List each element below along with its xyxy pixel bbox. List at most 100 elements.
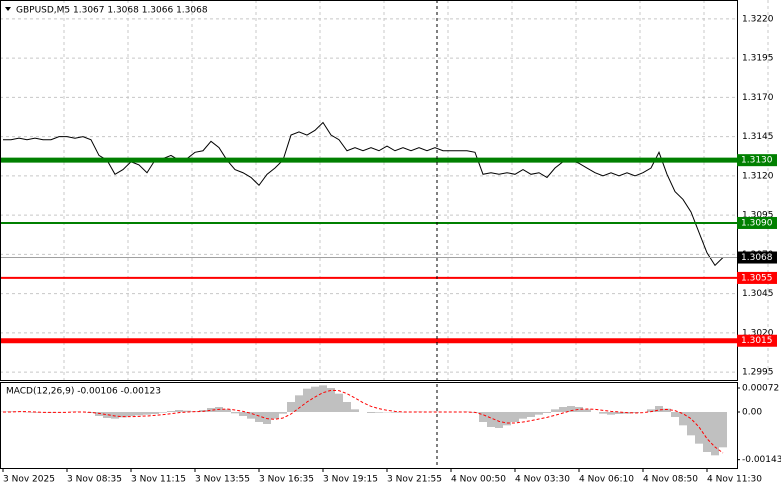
- level-label-box: [737, 216, 777, 229]
- macd-frame: [0, 382, 738, 469]
- macd-bar: [111, 412, 119, 419]
- x-tick-label: 3 Nov 13:55: [195, 475, 250, 485]
- symbol-arrow: [5, 7, 11, 11]
- macd-title: MACD(12,26,9) -0.00106 -0.00123: [6, 387, 161, 397]
- macd-bar: [151, 412, 159, 414]
- macd-bar: [663, 408, 671, 412]
- chart-title: GBPUSD,M5 1.3067 1.3068 1.3066 1.3068: [16, 6, 208, 16]
- macd-bar: [551, 409, 559, 412]
- price-frame: [0, 0, 738, 381]
- macd-bar: [487, 412, 495, 427]
- macd-panel: [0, 385, 740, 461]
- y-tick-label: 1.3220: [742, 14, 774, 24]
- y-tick-label: 1.2995: [742, 368, 774, 378]
- y-tick-label: 1.3145: [742, 132, 774, 142]
- macd-bar: [143, 412, 151, 415]
- y-tick-label: 1.3195: [742, 54, 774, 64]
- macd-bar: [335, 393, 343, 412]
- macd-bar: [559, 407, 567, 412]
- macd-bar: [575, 407, 583, 412]
- current-price-label: 1.3068: [741, 253, 773, 263]
- macd-bar: [511, 412, 519, 422]
- macd-bar: [367, 412, 375, 413]
- macd-bar: [607, 412, 615, 415]
- macd-bar: [87, 412, 95, 413]
- macd-bar: [711, 412, 719, 456]
- y-tick-label: 0.00072: [742, 384, 779, 394]
- macd-bar: [687, 412, 695, 436]
- current-price-box: [737, 251, 777, 264]
- y-tick-label: 0.00: [742, 408, 762, 418]
- macd-bar: [167, 411, 175, 412]
- macd-bar: [279, 412, 287, 414]
- x-tick-label: 4 Nov 06:10: [579, 475, 634, 485]
- x-tick-label: 3 Nov 08:35: [67, 475, 122, 485]
- macd-bar: [231, 412, 239, 414]
- x-tick-label: 3 Nov 21:55: [387, 475, 442, 485]
- macd-bar: [703, 412, 711, 452]
- price-panel: [0, 0, 769, 380]
- macd-bar: [503, 412, 511, 426]
- level-label: 1.3015: [741, 336, 773, 346]
- signal-line: [3, 389, 724, 454]
- macd-bar: [207, 408, 215, 412]
- macd-bar: [223, 409, 231, 412]
- macd-bar: [631, 412, 639, 413]
- macd-bar: [495, 412, 503, 428]
- price-line: [3, 121, 724, 267]
- x-tick-label: 4 Nov 00:50: [451, 475, 506, 485]
- y-tick-label: -0.00143: [742, 455, 781, 465]
- macd-bar: [135, 412, 143, 416]
- macd-bar: [479, 412, 487, 422]
- macd-bar: [175, 410, 183, 412]
- macd-bar: [247, 412, 255, 419]
- x-tick-label: 3 Nov 2025: [3, 475, 55, 485]
- macd-bar: [303, 388, 311, 412]
- y-tick-label: 1.3095: [742, 211, 774, 221]
- macd-bar: [583, 409, 591, 412]
- macd-bar: [519, 412, 527, 419]
- macd-bar: [103, 412, 111, 418]
- macd-bar: [599, 412, 607, 414]
- x-tick-label: 3 Nov 19:15: [323, 475, 378, 485]
- level-label: 1.3130: [741, 156, 773, 166]
- x-tick-label: 3 Nov 16:35: [259, 475, 314, 485]
- macd-bar: [47, 412, 55, 413]
- y-tick-label: 1.3170: [742, 93, 774, 103]
- macd-bar: [119, 412, 127, 418]
- x-tick-label: 3 Nov 11:15: [131, 475, 186, 485]
- y-tick-label: 1.3020: [742, 328, 774, 338]
- macd-bar: [351, 409, 359, 412]
- macd-bar: [127, 412, 135, 416]
- level-label-box: [737, 334, 777, 347]
- macd-bar: [263, 412, 271, 424]
- x-tick-label: 4 Nov 03:30: [515, 475, 570, 485]
- macd-bar: [271, 412, 279, 419]
- macd-bar: [535, 412, 543, 415]
- macd-bar: [255, 412, 263, 422]
- macd-bar: [95, 412, 103, 416]
- macd-bar: [655, 406, 663, 412]
- level-label: 1.3090: [741, 218, 773, 228]
- level-label-box: [737, 154, 777, 167]
- macd-bar: [543, 412, 551, 413]
- level-label-box: [737, 271, 777, 284]
- macd-bar: [159, 412, 167, 413]
- level-label: 1.3055: [741, 273, 773, 283]
- x-tick-label: 4 Nov 08:50: [643, 475, 698, 485]
- macd-bar: [287, 402, 295, 412]
- macd-bar: [295, 395, 303, 412]
- x-tick-label: 4 Nov 11:30: [707, 475, 762, 485]
- macd-bar: [647, 409, 655, 412]
- macd-bar: [671, 412, 679, 417]
- macd-bar: [391, 412, 399, 413]
- macd-bar: [183, 410, 191, 412]
- macd-bar: [615, 412, 623, 414]
- y-tick-label: 1.3045: [742, 289, 774, 299]
- macd-bar: [719, 412, 727, 448]
- macd-bar: [327, 388, 335, 412]
- macd-bar: [375, 412, 383, 413]
- macd-bar: [343, 402, 351, 412]
